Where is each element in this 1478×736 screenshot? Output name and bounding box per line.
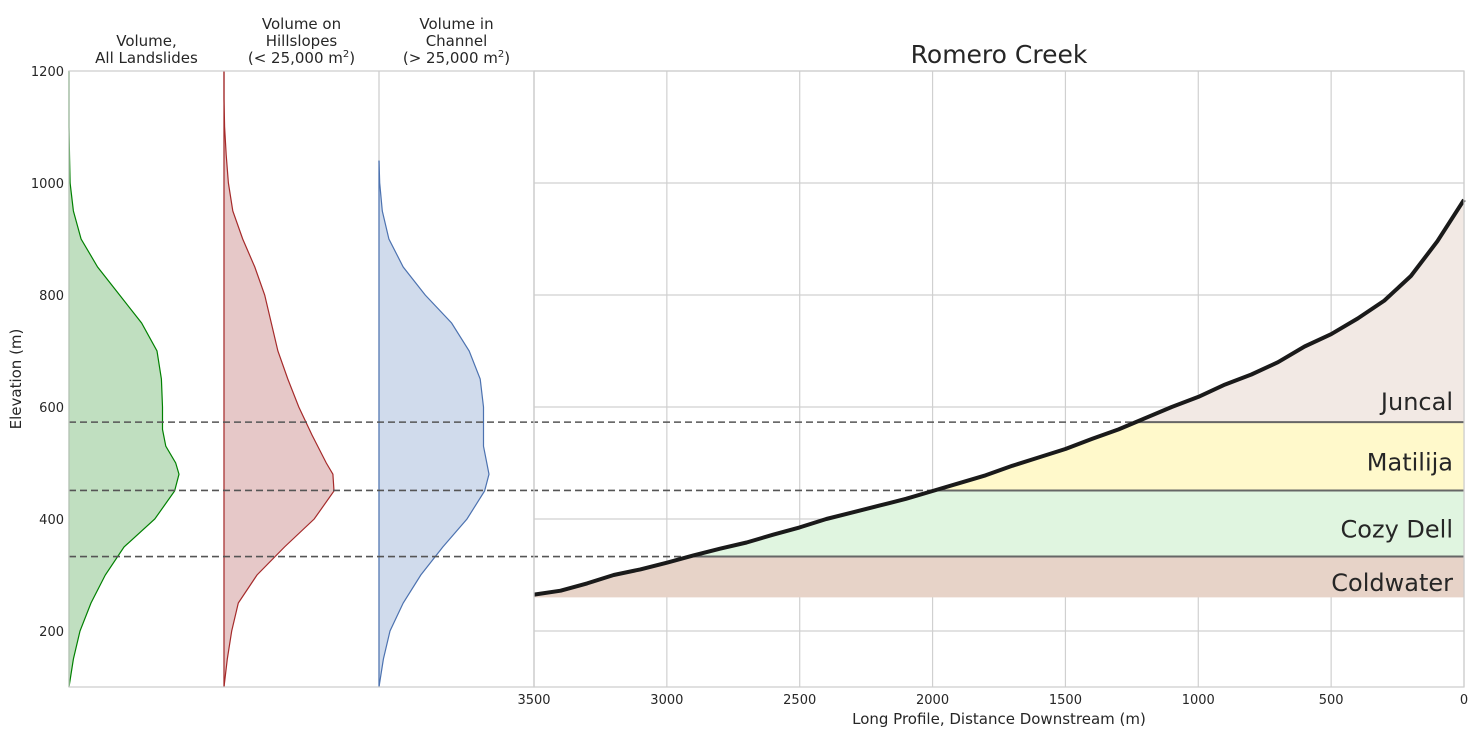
panel-title-unit: (< 25,000 m2) xyxy=(248,49,355,67)
panel-title-unit-text: (< 25,000 m xyxy=(248,49,343,67)
x-tick-label: 1500 xyxy=(1049,693,1082,708)
formation-fill-coldwater xyxy=(534,556,1464,598)
x-tick-label: 500 xyxy=(1319,693,1344,708)
panel-title-unit-close: ) xyxy=(349,49,355,67)
formation-label-matilija: Matilija xyxy=(1367,448,1453,476)
y-tick-label: 800 xyxy=(39,289,64,304)
panel-title-unit-superscript: 2 xyxy=(498,49,504,60)
panel-title-unit-text: (> 25,000 m xyxy=(403,49,498,67)
x-tick-label: 2000 xyxy=(916,693,949,708)
y-tick-label: 1000 xyxy=(31,177,64,192)
area-fills xyxy=(69,71,1464,688)
y-tick-label: 400 xyxy=(39,513,64,528)
profile-line xyxy=(533,198,1466,597)
formation-label-juncal: Juncal xyxy=(1379,388,1453,416)
x-tick-label: 1000 xyxy=(1182,693,1215,708)
density-fill-1 xyxy=(69,71,179,687)
x-tick-label: 0 xyxy=(1460,693,1468,708)
panel-title-line: Hillslopes xyxy=(266,32,338,50)
panel-title-unit: (> 25,000 m2) xyxy=(403,49,510,67)
formation-label-cozy-dell: Cozy Dell xyxy=(1341,515,1453,543)
x-tick-label: 3000 xyxy=(650,693,683,708)
panel-title-unit-superscript: 2 xyxy=(343,49,349,60)
y-axis-label: Elevation (m) xyxy=(7,329,25,430)
density-fill-3 xyxy=(379,160,489,688)
formation-label-coldwater: Coldwater xyxy=(1331,569,1453,597)
panel-title-line: All Landslides xyxy=(95,49,198,67)
density-curve-3 xyxy=(378,160,490,688)
y-tick-label: 1200 xyxy=(31,65,64,80)
panel-title-line: Volume, xyxy=(116,32,177,50)
formation-fill-juncal xyxy=(1135,199,1464,423)
panel-title-line: Channel xyxy=(426,32,488,50)
formation-fill-cozy-dell xyxy=(689,490,1464,557)
formation-fill-matilija xyxy=(934,422,1464,491)
axes-frames xyxy=(68,70,1465,688)
y-tick-label: 600 xyxy=(39,401,64,416)
profile-plot-frame xyxy=(533,70,1465,688)
panel-title-line: Volume on xyxy=(262,15,341,33)
density-fill-2 xyxy=(224,71,334,687)
density-curve-2 xyxy=(223,71,335,688)
density-curve-1 xyxy=(68,71,180,688)
panel-title-line: Volume in xyxy=(419,15,493,33)
x-axis-label: Long Profile, Distance Downstream (m) xyxy=(852,710,1146,728)
chart-title: Romero Creek xyxy=(911,40,1088,69)
panel-title-unit-close: ) xyxy=(504,49,510,67)
profile-curve xyxy=(533,198,1466,597)
x-tick-label: 3500 xyxy=(517,693,550,708)
x-tick-label: 2500 xyxy=(783,693,816,708)
y-tick-label: 200 xyxy=(39,625,64,640)
